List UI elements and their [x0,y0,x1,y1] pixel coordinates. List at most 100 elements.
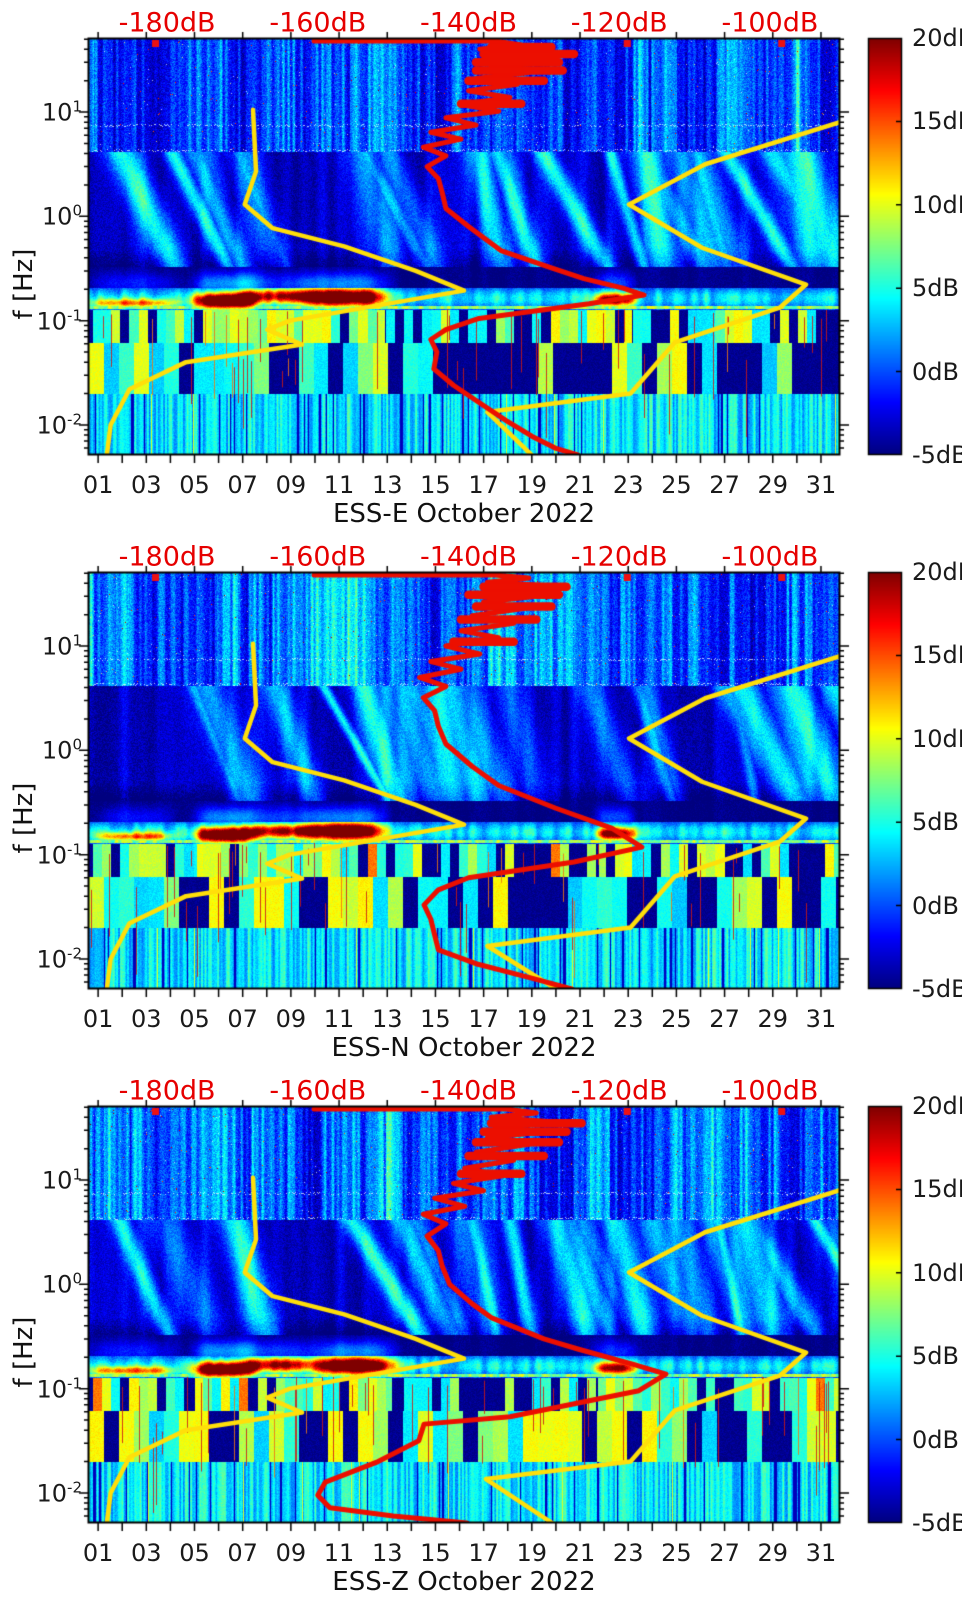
x-tick-label: 07 [227,471,258,499]
x-tick-label: 15 [420,1539,451,1567]
x-tick-label: 09 [275,471,307,499]
x-tick-label: 13 [371,1005,403,1033]
top-axis-db-label: -120dB [570,1075,668,1107]
top-axis-db-label: -180dB [118,7,216,39]
top-axis-db-label: -120dB [570,7,668,39]
x-tick-label: 15 [420,1005,451,1033]
x-tick-label: 27 [709,1539,740,1567]
x-tick-label: 11 [323,471,355,499]
y-axis-label: f [Hz] [9,248,39,320]
colorbar-tick-label: 10dB [912,724,962,753]
x-tick-label: 09 [275,1539,307,1567]
x-tick-label: 05 [179,1005,210,1033]
y-tick-label: 100 [41,201,82,231]
x-tick-label: 11 [323,1539,355,1567]
y-tick-label: 100 [41,735,82,765]
x-tick-label: 27 [709,1005,740,1033]
colorbar-tick-label: 15dB [912,641,962,670]
x-tick-label: 07 [227,1539,258,1567]
y-tick-label: 101 [41,97,82,127]
y-tick-label: 10-2 [36,1478,82,1508]
colorbar-tick-label: 0dB [912,357,959,386]
x-tick-label: 19 [516,1539,548,1567]
top-axis-db-label: -140dB [420,1075,517,1107]
x-tick-label: 23 [612,1005,644,1033]
x-tick-label: 23 [612,471,644,499]
colorbar-tick-label: 0dB [912,1425,959,1454]
panel-title: ESS-Z October 2022 [332,1567,596,1597]
y-axis-label: f [Hz] [9,1316,39,1388]
x-tick-label: 19 [516,471,548,499]
colorbar-tick-label: -5dB [912,441,962,469]
y-tick-label: 10-1 [36,306,82,336]
colorbar-tick-label: 20dB [912,558,962,586]
x-tick-label: 31 [805,1539,837,1567]
top-axis-db-label: -140dB [420,7,517,39]
top-axis-db-label: -160dB [269,7,367,39]
y-axis-label: f [Hz] [9,782,39,854]
colorbar-tick-label: 5dB [912,808,959,837]
top-axis-db-label: -100dB [721,7,819,39]
x-tick-label: 21 [564,1539,596,1567]
x-tick-label: 25 [661,1005,692,1033]
y-tick-label: 10-2 [36,410,82,440]
x-tick-label: 03 [131,1539,162,1567]
x-tick-label: 05 [179,1539,210,1567]
x-tick-label: 17 [468,1005,499,1033]
top-axis-db-label: -120dB [570,541,668,573]
colorbar-tick-label: 10dB [912,1258,962,1287]
colorbar-tick-label: 5dB [912,1342,959,1371]
colorbar-tick-label: 15dB [912,107,962,136]
x-tick-label: 13 [371,471,403,499]
colorbar-tick-label: 5dB [912,274,959,303]
y-tick-label: 100 [41,1269,82,1299]
x-tick-label: 29 [757,1539,789,1567]
y-tick-label: 10-1 [36,1374,82,1404]
panel-title: ESS-N October 2022 [331,1033,597,1063]
y-tick-label: 10-2 [36,944,82,974]
colorbar-tick-label: 0dB [912,891,959,920]
colorbar-tick-label: 15dB [912,1175,962,1204]
colorbar-tick-label: -5dB [912,1509,962,1537]
x-tick-label: 25 [661,471,692,499]
top-axis-db-label: -160dB [269,1075,367,1107]
x-tick-label: 03 [131,1005,162,1033]
x-tick-label: 15 [420,471,451,499]
x-tick-label: 03 [131,471,162,499]
x-tick-label: 29 [757,471,789,499]
x-tick-label: 31 [805,471,837,499]
colorbar-tick-label: -5dB [912,975,962,1003]
x-tick-label: 29 [757,1005,789,1033]
colorbar-tick-label: 20dB [912,1092,962,1120]
top-axis-db-label: -180dB [118,1075,216,1107]
x-tick-label: 21 [564,1005,596,1033]
x-tick-label: 31 [805,1005,837,1033]
x-tick-label: 17 [468,471,499,499]
x-tick-label: 21 [564,471,596,499]
y-tick-label: 101 [41,1165,82,1195]
x-tick-label: 13 [371,1539,403,1567]
x-tick-label: 01 [82,471,114,499]
top-axis-db-label: -140dB [420,541,517,573]
top-axis-db-label: -100dB [721,541,819,573]
x-tick-label: 01 [82,1005,114,1033]
x-tick-label: 17 [468,1539,499,1567]
colorbar-tick-label: 20dB [912,24,962,52]
x-tick-label: 01 [82,1539,114,1567]
x-tick-label: 07 [227,1005,258,1033]
x-tick-label: 23 [612,1539,644,1567]
top-axis-db-label: -160dB [269,541,367,573]
panel-title: ESS-E October 2022 [333,499,595,529]
top-axis-db-label: -100dB [721,1075,819,1107]
y-tick-label: 101 [41,631,82,661]
colorbar-tick-label: 10dB [912,190,962,219]
x-tick-label: 27 [709,471,740,499]
x-tick-label: 25 [661,1539,692,1567]
x-tick-label: 05 [179,471,210,499]
x-tick-label: 19 [516,1005,548,1033]
y-tick-label: 10-1 [36,840,82,870]
top-axis-db-label: -180dB [118,541,216,573]
x-tick-label: 11 [323,1005,355,1033]
